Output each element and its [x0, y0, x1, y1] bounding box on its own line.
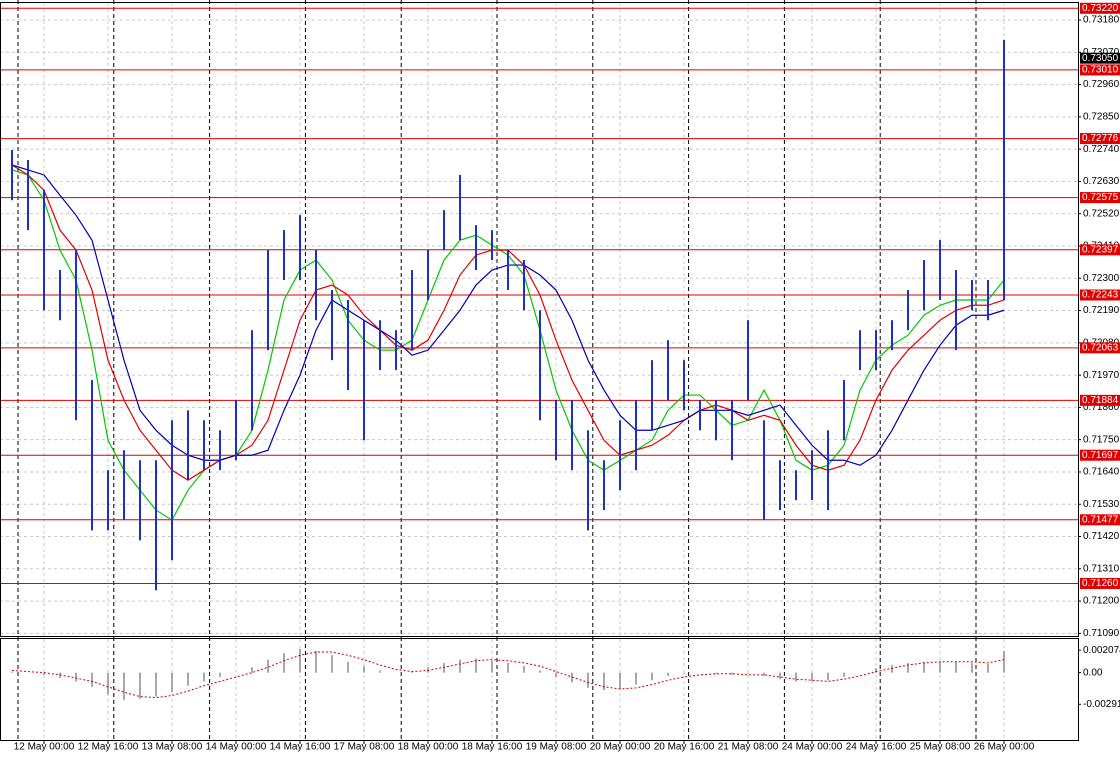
level-label-bg — [1080, 514, 1120, 526]
level-label-bg — [1080, 2, 1120, 14]
y-tick-label: 0.002074 — [1083, 645, 1120, 656]
y-tick-label: 0.00 — [1083, 667, 1103, 678]
y-tick-label: 0.72850 — [1083, 112, 1120, 123]
x-tick-label: 19 May 08:00 — [526, 742, 587, 753]
y-tick-label: -0.00291 — [1083, 699, 1120, 710]
y-tick-label: 0.71090 — [1083, 628, 1120, 639]
x-tick-label: 26 May 00:00 — [974, 742, 1035, 753]
x-tick-label: 21 May 08:00 — [718, 742, 779, 753]
level-label: 0.71477 — [1082, 514, 1119, 525]
oscillator-panel-frame — [0, 638, 1079, 741]
x-tick-label: 25 May 08:00 — [910, 742, 971, 753]
level-label: 0.73010 — [1082, 65, 1119, 76]
level-label-bg — [1080, 133, 1120, 145]
level-label: 0.72243 — [1082, 290, 1119, 301]
x-tick-label: 12 May 00:00 — [14, 742, 75, 753]
level-label-bg — [1080, 289, 1120, 301]
main-panel-frame — [0, 2, 1079, 637]
level-label-bg — [1080, 394, 1120, 406]
last-price-bg — [1080, 52, 1120, 64]
x-tick-label: 20 May 00:00 — [590, 742, 651, 753]
x-tick-label: 17 May 08:00 — [334, 742, 395, 753]
level-label-bg — [1080, 449, 1120, 461]
x-tick-label: 20 May 16:00 — [654, 742, 715, 753]
y-tick-label: 0.71420 — [1083, 531, 1120, 542]
x-tick-label: 13 May 08:00 — [142, 742, 203, 753]
level-label: 0.72397 — [1082, 244, 1119, 255]
level-label-bg — [1080, 342, 1120, 354]
y-tick-label: 0.71530 — [1083, 499, 1120, 510]
y-tick-label: 0.72630 — [1083, 176, 1120, 187]
x-tick-label: 12 May 16:00 — [78, 742, 139, 753]
y-tick-label: 0.71860 — [1083, 402, 1120, 413]
y-tick-label: 0.71200 — [1083, 596, 1120, 607]
y-tick-label: 0.71750 — [1083, 434, 1120, 445]
x-tick-label: 18 May 00:00 — [398, 742, 459, 753]
level-label: 0.73220 — [1082, 3, 1119, 14]
level-label: 0.71697 — [1082, 450, 1119, 461]
y-tick-label: 0.72960 — [1083, 79, 1120, 90]
y-tick-label: 0.71970 — [1083, 370, 1120, 381]
y-tick-label: 0.73180 — [1083, 15, 1120, 26]
level-label: 0.71884 — [1082, 395, 1119, 406]
level-label: 0.72063 — [1082, 342, 1119, 353]
level-label-bg — [1080, 577, 1120, 589]
level-label: 0.72575 — [1082, 192, 1119, 203]
x-tick-label: 18 May 16:00 — [462, 742, 523, 753]
level-label: 0.71260 — [1082, 578, 1119, 589]
y-tick-label: 0.72190 — [1083, 305, 1120, 316]
y-tick-label: 0.71310 — [1083, 563, 1120, 574]
level-label-bg — [1080, 244, 1120, 256]
y-tick-label: 0.72520 — [1083, 208, 1120, 219]
y-tick-label: 0.73070 — [1083, 47, 1120, 58]
last-price-label: 0.73050 — [1082, 53, 1119, 64]
level-label-bg — [1080, 64, 1120, 76]
level-label-bg — [1080, 192, 1120, 204]
x-tick-label: 24 May 00:00 — [782, 742, 843, 753]
x-tick-label: 14 May 00:00 — [206, 742, 267, 753]
level-label: 0.72776 — [1082, 133, 1119, 144]
y-tick-label: 0.72740 — [1083, 144, 1120, 155]
x-tick-label: 24 May 16:00 — [846, 742, 907, 753]
signal-line — [11, 651, 1005, 699]
x-tick-label: 14 May 16:00 — [270, 742, 331, 753]
y-tick-label: 0.71640 — [1083, 467, 1120, 478]
y-tick-label: 0.72300 — [1083, 273, 1120, 284]
